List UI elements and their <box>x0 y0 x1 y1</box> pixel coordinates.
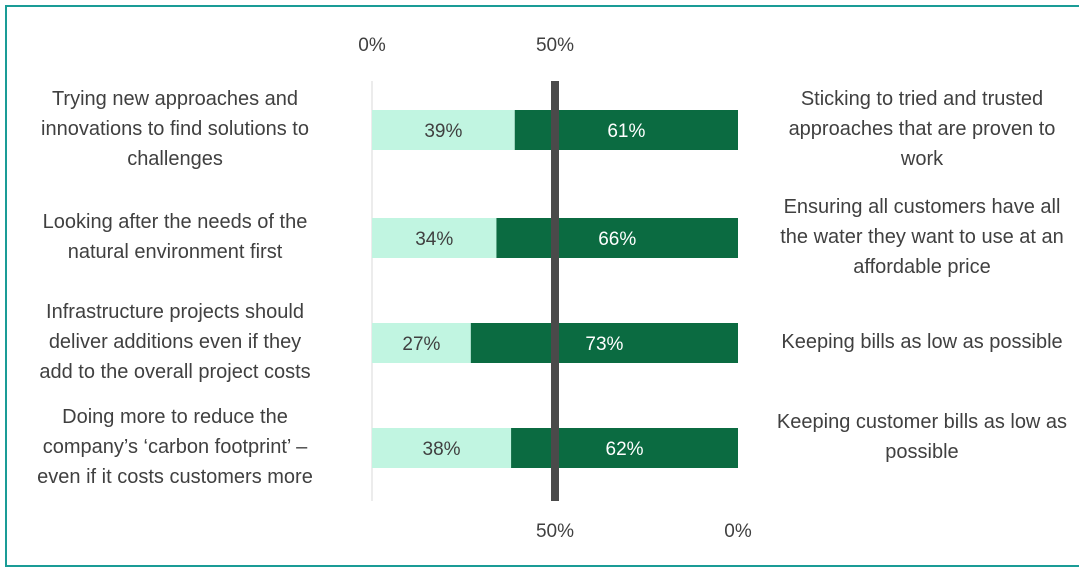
chart-frame: 39% 61% 34% 66% 27% 73% 38% 62% Trying new appr… <box>5 5 1079 567</box>
left-category-3-line-2: deliver additions even if they <box>49 331 301 353</box>
bottom-axis-ticks: 50% 0% <box>536 521 752 542</box>
right-category-2-line-2: the water they want to use at an <box>780 226 1064 248</box>
left-category-4-line-2: company’s ‘carbon footprint’ – <box>43 436 308 458</box>
right-category-labels: Sticking to tried and trusted approaches … <box>777 88 1067 463</box>
left-category-4-line-3: even if it costs customers more <box>37 466 313 488</box>
midline-50-percent <box>551 81 559 501</box>
right-category-4-line-2: possible <box>885 441 958 463</box>
top-tick-label-2: 50% <box>536 35 574 56</box>
bar-series-2-row-3 <box>470 323 738 363</box>
bar-series-1-row-1 <box>372 110 515 150</box>
left-category-2-line-2: natural environment first <box>68 241 283 263</box>
bar-series-1-row-2 <box>372 218 497 258</box>
left-category-1-line-2: innovations to find solutions to <box>41 118 309 140</box>
chart: 39% 61% 34% 66% 27% 73% 38% 62% Trying new appr… <box>37 35 1067 542</box>
data-label-series-1-row-4: 38% <box>423 439 461 460</box>
left-category-1-line-1: Trying new approaches and <box>52 88 298 110</box>
bottom-tick-label-2: 0% <box>724 521 752 542</box>
top-axis-ticks: 0% 50% <box>358 35 574 56</box>
data-label-series-1-row-3: 27% <box>402 334 440 355</box>
bar-series-2-row-2 <box>496 218 738 258</box>
right-category-2-line-1: Ensuring all customers have all <box>784 196 1061 218</box>
top-tick-label-1: 0% <box>358 35 386 56</box>
data-label-series-2-row-2: 66% <box>598 229 636 250</box>
left-category-4-line-1: Doing more to reduce the <box>62 406 288 428</box>
left-category-labels: Trying new approaches and innovations to … <box>37 88 313 488</box>
data-label-series-2-row-1: 61% <box>607 121 645 142</box>
right-category-2-line-3: affordable price <box>853 256 991 278</box>
bottom-tick-label-1: 50% <box>536 521 574 542</box>
value-labels: 39% 61% 34% 66% 27% 73% 38% 62% <box>402 121 645 460</box>
data-label-series-1-row-1: 39% <box>424 121 462 142</box>
left-category-3-line-3: add to the overall project costs <box>39 361 310 383</box>
data-label-series-1-row-2: 34% <box>415 229 453 250</box>
data-label-series-2-row-3: 73% <box>585 334 623 355</box>
bars <box>372 110 738 468</box>
bar-series-2-row-4 <box>511 428 738 468</box>
right-category-3-line-1: Keeping bills as low as possible <box>781 331 1062 353</box>
right-category-1-line-1: Sticking to tried and trusted <box>801 88 1043 110</box>
right-category-4-line-1: Keeping customer bills as low as <box>777 411 1067 433</box>
left-category-3-line-1: Infrastructure projects should <box>46 301 304 323</box>
right-category-1-line-2: approaches that are proven to <box>789 118 1056 140</box>
left-category-1-line-3: challenges <box>127 148 223 170</box>
bar-series-1-row-3 <box>372 323 471 363</box>
left-category-2-line-1: Looking after the needs of the <box>43 211 308 233</box>
right-category-1-line-3: work <box>900 148 944 170</box>
bar-series-1-row-4 <box>372 428 512 468</box>
data-label-series-2-row-4: 62% <box>606 439 644 460</box>
